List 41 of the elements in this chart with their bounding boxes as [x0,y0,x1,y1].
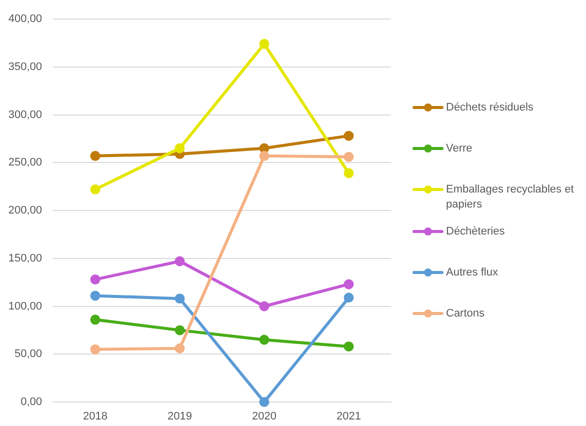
point [344,168,354,178]
y-tick-label: 400,00 [8,13,42,26]
y-tick-label: 0,00 [20,396,42,408]
point [90,150,100,161]
point [90,344,100,354]
point [344,292,354,303]
point [259,334,270,345]
point [174,294,185,304]
legend-label: Emballages recyclables et papiers [446,184,574,211]
point [174,256,185,266]
x-tick-label: 2019 [168,410,192,423]
point [90,290,100,301]
point [344,130,354,141]
point [259,397,270,407]
x-tick-label: 2020 [252,410,276,423]
legend-label: Déchèteries [446,226,506,238]
legend-label: Verre [446,142,472,155]
y-tick-label: 150,00 [8,252,42,264]
point [344,279,354,290]
point [90,184,100,194]
point [174,143,185,154]
y-tick-label: 200,00 [8,204,42,217]
point [344,152,354,162]
y-tick-label: 300,00 [8,108,42,121]
x-tick-label: 2021 [336,410,361,423]
y-tick-label: 350,00 [8,60,42,73]
point [90,274,100,284]
y-tick-label: 100,00 [8,300,42,312]
point [344,341,354,352]
point [259,150,270,161]
y-tick-label: 50,00 [14,348,42,360]
point [174,343,185,354]
y-tick-label: 250,00 [8,156,42,169]
legend-label: Cartons [446,308,486,320]
point [174,325,185,336]
legend-label: Déchets résiduels [446,102,534,114]
x-tick-label: 2018 [83,410,108,423]
legend-label: Autres flux [446,266,498,279]
point [259,301,270,312]
point [259,38,270,49]
point [90,314,100,325]
